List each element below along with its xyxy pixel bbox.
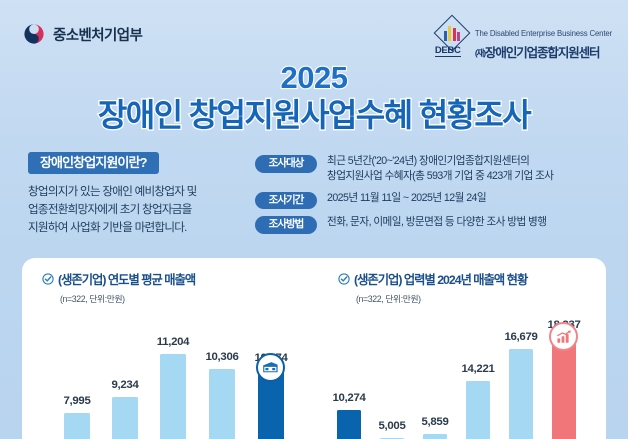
debc-korean-label: 장애인기업종합지원센터: [485, 46, 601, 60]
chart-annual-average-revenue: (생존기업) 연도별 평균 매출액 (n=322, 단위:만원) 7,995 9…: [22, 258, 318, 439]
meta-value-target: 최근 5년간('20~'24년) 장애인기업종합지원센터의 창업지원사업 수혜자…: [327, 154, 554, 185]
intro-line: 지원하여 사업화 기반을 마련합니다.: [28, 220, 187, 234]
bar-value-label: 10,274: [332, 391, 366, 404]
meta-label-period: 조사기간: [255, 191, 317, 210]
bar: [209, 369, 235, 439]
cash-money-icon: [256, 353, 285, 382]
meta-row-method: 조사방법 전화, 문자, 이메일, 방문면접 등 다양한 조사 방법 병행: [255, 215, 615, 234]
debc-korean-paren: (재): [474, 48, 486, 58]
survey-meta-section: 조사대상 최근 5년간('20~'24년) 장애인기업종합지원센터의 창업지원사…: [255, 154, 615, 234]
bar: [337, 410, 361, 439]
bar-value-label: 14,221: [461, 362, 495, 375]
bar-group: 10,306: [205, 351, 239, 439]
intro-body: 창업의지가 있는 장애인 예비창업자 및 업종전환희망자에게 초기 창업자금을 …: [28, 183, 242, 237]
chart-subtitle-right: (n=322, 단위:만원): [356, 294, 421, 304]
bar: [423, 434, 447, 439]
bar-group: 11,204: [156, 335, 190, 439]
meta-line: 최근 5년간('20~'24년) 장애인기업종합지원센터의: [327, 155, 530, 167]
meta-line: 창업지원사업 수혜자(총 593개 기업 중 423개 기업 조사: [327, 170, 554, 183]
debc-logo: DEBC The Disabled Enterprise Business Ce…: [433, 14, 612, 61]
debc-korean-name: (재)장애인기업종합지원센터: [475, 42, 612, 61]
bar: [112, 397, 138, 439]
chart-title-left: (생존기업) 연도별 평균 매출액: [58, 273, 196, 287]
debc-english-name: The Disabled Enterprise Business Center: [474, 29, 612, 38]
bar-group: 16,679: [504, 331, 538, 439]
bar-group: 5,005: [378, 419, 406, 439]
intro-heading-badge: 장애인창업지원이란?: [28, 152, 159, 174]
bar-value-label: 10,306: [205, 350, 239, 363]
ministry-sme-startups-logo: 중소벤처기업부: [22, 22, 143, 46]
bar-value-label: 5,005: [378, 419, 406, 432]
plot-area-right: 10,274 5,005 5,859 14,221 16,679: [318, 306, 606, 439]
debc-acronym: DEBC: [434, 45, 461, 57]
bar: [552, 337, 576, 439]
meta-value-method: 전화, 문자, 이메일, 방문면접 등 다양한 조사 방법 병행: [327, 215, 547, 230]
bar: [466, 381, 490, 439]
bar-value-label: 5,859: [421, 415, 449, 428]
bar-group: 5,859: [421, 415, 449, 439]
growth-chart-icon: [549, 322, 578, 351]
charts-panel: (생존기업) 연도별 평균 매출액 (n=322, 단위:만원) 7,995 9…: [22, 258, 606, 439]
logo-row: 중소벤처기업부 DEBC The Disabled Enterprise Bus…: [0, 14, 628, 60]
bar-value-label: 16,679: [504, 330, 538, 343]
bar: [160, 354, 186, 439]
bar-value-label: 9,234: [111, 378, 139, 391]
taegeuk-icon: [22, 22, 46, 46]
meta-line: 전화, 문자, 이메일, 방문면접 등 다양한 조사 방법 병행: [327, 216, 547, 229]
chart-title-right: (생존기업) 업력별 2024년 매출액 현황: [354, 273, 528, 287]
bar-group: 7,995: [63, 394, 91, 439]
meta-label-target: 조사대상: [255, 155, 317, 173]
page-title: 장애인 창업지원사업수혜 현황조사: [97, 96, 533, 135]
chart-title-right-row: (생존기업) 업력별 2024년 매출액 현황: [338, 270, 528, 288]
meta-row-target: 조사대상 최근 5년간('20~'24년) 장애인기업종합지원센터의 창업지원사…: [255, 154, 615, 185]
meta-line: 2025년 11월 11일 ~ 2025년 12월 24일: [327, 191, 487, 204]
chart-subtitle-left: (n=322, 단위:만원): [60, 294, 125, 304]
poster-title-block: 2025 장애인 창업지원사업수혜 현황조사: [0, 60, 628, 135]
bar: [64, 413, 90, 439]
meta-value-period: 2025년 11월 11일 ~ 2025년 12월 24일: [327, 191, 487, 206]
bar-value-label: 11,204: [156, 335, 190, 348]
chart-header-right: (생존기업) 업력별 2024년 매출액 현황 (n=322, 단위:만원): [338, 270, 528, 305]
bar-group: 14,221: [461, 363, 495, 439]
meta-label-method: 조사방법: [255, 216, 317, 234]
ministry-logo-label: 중소벤처기업부: [53, 27, 143, 44]
check-circle-icon: [338, 273, 350, 285]
bar-group: 9,234: [111, 378, 139, 439]
meta-row-period: 조사기간 2025년 11월 11일 ~ 2025년 12월 24일: [255, 191, 615, 210]
debc-diamond-icon: DEBC: [433, 14, 471, 57]
intro-section: 장애인창업지원이란? 창업의지가 있는 장애인 예비창업자 및 업종전환희망자에…: [28, 152, 242, 237]
bar-value-label: 7,995: [63, 394, 91, 407]
chart-title-left-row: (생존기업) 연도별 평균 매출액: [42, 270, 196, 288]
intro-line: 업종전환희망자에게 초기 창업자금을: [28, 202, 192, 216]
intro-line: 창업의지가 있는 장애인 예비창업자 및: [28, 185, 197, 198]
plot-area-left: 7,995 9,234 11,204 10,306 10,274: [22, 306, 318, 439]
chart-header-left: (생존기업) 연도별 평균 매출액 (n=322, 단위:만원): [42, 270, 196, 305]
check-circle-icon: [42, 273, 54, 285]
title-year: 2025: [279, 60, 349, 95]
debc-text-block: The Disabled Enterprise Business Center …: [475, 20, 612, 61]
bar-group-highlighted: 10,274: [332, 392, 366, 439]
chart-revenue-by-business-age: (생존기업) 업력별 2024년 매출액 현황 (n=322, 단위:만원) 1…: [318, 258, 606, 439]
bar: [509, 349, 533, 439]
